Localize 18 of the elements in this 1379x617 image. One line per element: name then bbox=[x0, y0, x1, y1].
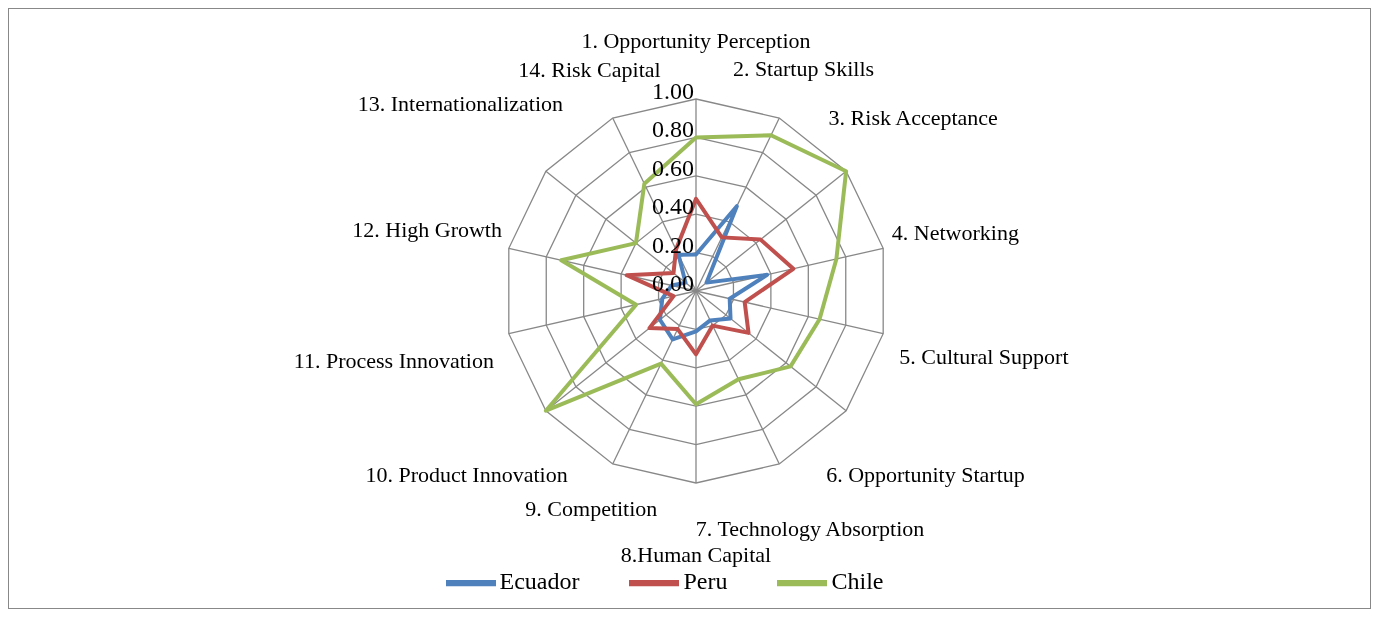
spoke-label: 7. Technology Absorption bbox=[695, 515, 925, 541]
spoke-label: 12. High Growth bbox=[352, 217, 502, 243]
spoke-label: 5. Cultural Support bbox=[899, 344, 1069, 370]
spoke-label: 3. Risk Acceptance bbox=[828, 105, 998, 131]
spoke-label: 4. Networking bbox=[891, 219, 1019, 245]
legend-label: Chile bbox=[831, 567, 884, 594]
spoke-label: 13. Internationalization bbox=[357, 90, 564, 116]
spoke-label: 11. Process Innovation bbox=[293, 347, 494, 373]
spoke-label: 1. Opportunity Perception bbox=[581, 27, 811, 53]
legend-label: Peru bbox=[683, 567, 728, 594]
spoke-label: 9. Competition bbox=[525, 496, 658, 521]
spoke-label: 8.Human Capital bbox=[620, 541, 772, 567]
legend-label: Ecuador bbox=[499, 567, 580, 594]
y-tick-label: 0.40 bbox=[652, 193, 694, 220]
y-tick-label: 0.80 bbox=[652, 116, 694, 143]
spoke-label: 2. Startup Skills bbox=[732, 55, 875, 81]
spoke-label: 10. Product Innovation bbox=[365, 461, 568, 487]
spoke-label: 6. Opportunity Startup bbox=[826, 461, 1025, 487]
